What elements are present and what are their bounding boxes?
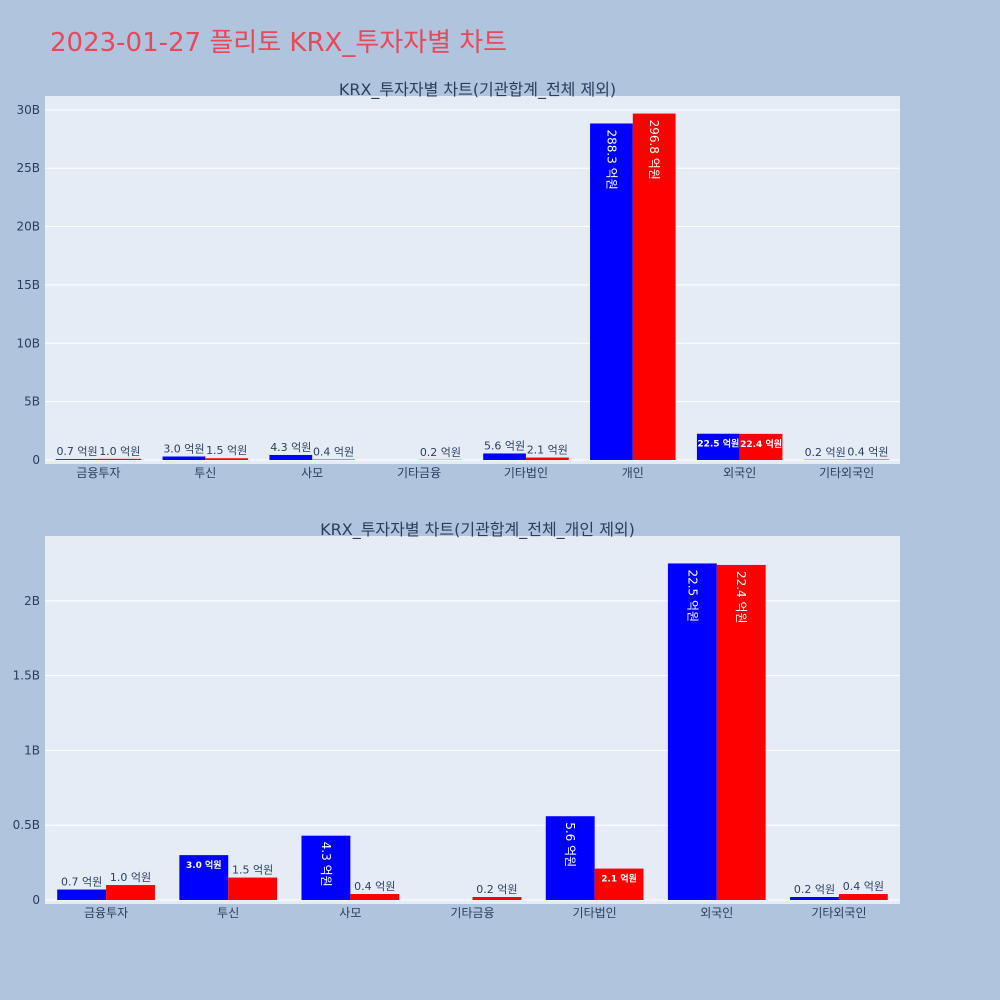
data-label: 22.4 억원	[734, 571, 748, 624]
data-label: 0.7 억원	[56, 445, 97, 458]
x-tick-label: 기타외국인	[811, 906, 866, 920]
bar	[106, 885, 155, 900]
data-label: 4.3 억원	[270, 441, 311, 454]
bar	[790, 897, 839, 900]
data-label: 0.4 억원	[354, 880, 395, 893]
x-tick-label: 사모	[339, 906, 361, 920]
x-tick-label: 투신	[194, 466, 216, 480]
bar	[696, 433, 740, 460]
x-tick-label: 금융투자	[84, 906, 128, 920]
x-tick-label: 사모	[301, 466, 323, 480]
data-label: 22.5 억원	[697, 438, 739, 450]
bar	[739, 433, 783, 460]
y-tick-label: 0.5B	[13, 818, 40, 832]
chart-title: KRX_투자자별 차트(기관합계_전체_개인 제외)	[320, 520, 635, 540]
y-tick-label: 25B	[16, 161, 40, 175]
y-tick-label: 5B	[24, 395, 40, 409]
y-tick-label: 2B	[24, 594, 40, 608]
data-label: 0.2 억원	[420, 446, 461, 459]
x-tick-label: 개인	[622, 466, 644, 480]
data-label: 296.8 억원	[647, 120, 661, 180]
data-label: 0.2 억원	[805, 446, 846, 459]
data-label: 0.4 억원	[313, 446, 354, 459]
bar	[350, 894, 400, 900]
bar	[57, 889, 107, 900]
bar	[55, 459, 99, 460]
bar	[590, 123, 633, 460]
data-label: 3.0 억원	[186, 859, 222, 871]
bar	[545, 816, 595, 900]
plot-area	[45, 96, 900, 464]
x-tick-label: 기타법인	[573, 906, 617, 920]
y-tick-label: 10B	[16, 336, 40, 350]
bar	[205, 458, 249, 460]
data-label: 0.2 억원	[476, 883, 517, 896]
data-label: 1.5 억원	[232, 864, 273, 877]
y-tick-label: 15B	[16, 278, 40, 292]
page-title: 2023-01-27 플리토 KRX_투자자별 차트	[50, 28, 508, 58]
y-tick-label: 0	[32, 453, 40, 467]
y-tick-label: 1.5B	[13, 669, 40, 683]
bar	[472, 897, 522, 900]
data-label: 0.4 억원	[847, 446, 888, 459]
data-label: 4.3 억원	[319, 842, 333, 887]
data-label: 1.5 억원	[206, 444, 247, 457]
bar	[667, 563, 717, 900]
x-tick-label: 기타금융	[397, 466, 441, 480]
x-tick-label: 기타금융	[450, 906, 494, 920]
bar	[525, 457, 569, 460]
bar	[179, 855, 229, 900]
chart-2: 0 0.5B 1B 1.5B 2B KRX_투자자별 차트(기관합계_전체_개인 제외) 금…	[13, 520, 900, 920]
data-label: 1.0 억원	[110, 871, 151, 884]
bar	[838, 894, 888, 900]
y-tick-label: 20B	[16, 220, 40, 234]
x-tick-label: 금융투자	[76, 466, 120, 480]
data-label: 1.0 억원	[99, 445, 140, 458]
data-label: 0.2 억원	[794, 883, 835, 896]
data-label: 288.3 억원	[604, 129, 618, 189]
data-label: 22.5 억원	[685, 569, 699, 622]
data-label: 22.4 억원	[740, 438, 782, 450]
data-label: 5.6 억원	[484, 439, 525, 452]
bar	[98, 458, 142, 460]
x-tick-label: 기타외국인	[819, 466, 874, 480]
x-tick-label: 외국인	[723, 466, 756, 480]
chart-title: KRX_투자자별 차트(기관합계_전체 제외)	[339, 80, 616, 100]
data-label: 3.0 억원	[163, 442, 204, 455]
x-tick-label: 기타법인	[504, 466, 548, 480]
bar	[483, 453, 526, 460]
x-tick-label: 외국인	[700, 906, 733, 920]
x-tick-label: 투신	[217, 906, 239, 920]
bar	[228, 877, 278, 900]
bar	[269, 454, 313, 460]
bar	[632, 113, 676, 461]
y-tick-label: 0	[32, 893, 40, 907]
y-tick-label: 1B	[24, 743, 40, 757]
data-label: 0.7 억원	[61, 876, 102, 889]
bar	[594, 868, 644, 900]
bar	[162, 456, 206, 460]
plot-area	[45, 536, 900, 904]
chart-1: 0 5B 10B 15B 20B 25B 30B KRX_투자자별 차트(기관합계_전체 제외…	[16, 80, 900, 480]
data-label: 5.6 억원	[563, 822, 577, 867]
y-tick-label: 30B	[16, 103, 40, 117]
bar	[716, 564, 766, 900]
data-label: 0.4 억원	[843, 880, 884, 893]
bar	[301, 835, 351, 900]
data-label: 2.1 억원	[601, 873, 637, 885]
data-label: 2.1 억원	[527, 444, 568, 457]
